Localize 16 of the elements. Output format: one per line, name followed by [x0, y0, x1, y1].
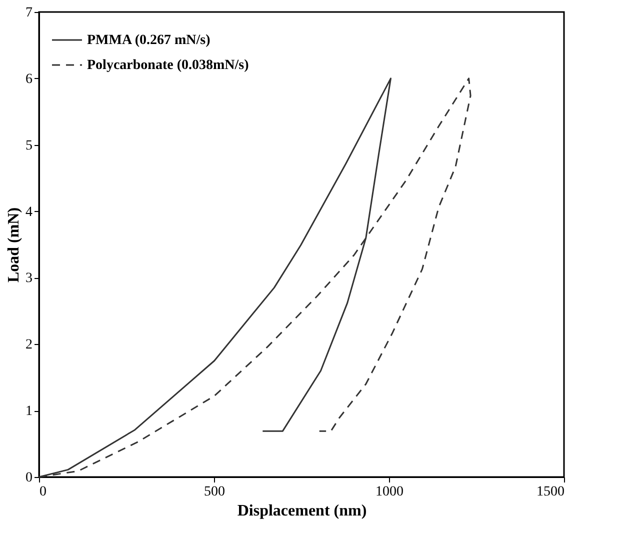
y-axis-title: Load (mN) [6, 207, 22, 283]
y-tick-label: 7 [26, 6, 32, 20]
y-tick-label: 0 [26, 470, 32, 486]
y-tick-label: 1 [26, 404, 32, 420]
y-tick-label: 2 [26, 338, 32, 353]
x-axis-title: Displacement (nm) [237, 502, 367, 520]
y-tick-label: 3 [26, 271, 32, 286]
legend-label: Polycarbonate (0.038mN/s) [87, 58, 250, 73]
x-tick-label: 500 [204, 484, 225, 500]
y-tick-label: 6 [26, 72, 32, 87]
x-tick-label: 1500 [536, 484, 564, 500]
x-tick-label: 0 [40, 484, 46, 500]
y-tick-label: 4 [26, 204, 32, 220]
x-tick-label: 1000 [376, 484, 404, 500]
y-tick-label: 5 [26, 138, 32, 154]
legend-label: PMMA (0.267 mN/s) [87, 33, 211, 48]
